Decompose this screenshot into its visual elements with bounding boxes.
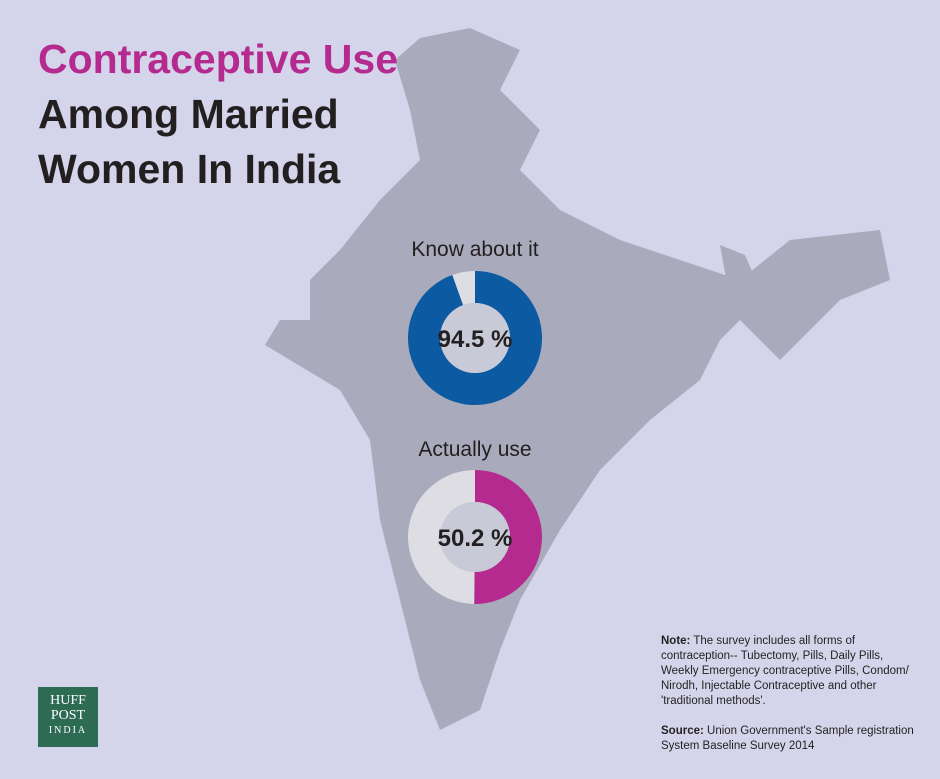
donut-value-label: 50.2 % xyxy=(438,525,513,552)
source-text: Union Government's Sample registration S… xyxy=(661,725,914,752)
note-label: Note: xyxy=(661,635,691,647)
donut-slice-value xyxy=(474,470,542,604)
donut-slice-value xyxy=(407,271,542,405)
chart-title-use: Actually use xyxy=(418,438,532,461)
note: Note: The survey includes all forms of c… xyxy=(661,634,921,754)
huffpost-india-logo: HUFF POST INDIA xyxy=(38,687,98,747)
page-title: Contraceptive Use Among Married Women In… xyxy=(38,32,398,197)
title-rest: Among Married Women In India xyxy=(38,91,341,192)
donut-center xyxy=(440,303,510,373)
donut-slice-remainder xyxy=(408,470,475,604)
note-text: The survey includes all forms of contrac… xyxy=(661,635,909,707)
donut-slice-remainder xyxy=(452,271,475,306)
donut-center xyxy=(440,502,510,572)
title-highlight: Contraceptive Use xyxy=(38,36,399,82)
donut-value-label: 94.5 % xyxy=(438,326,513,353)
chart-title-know: Know about it xyxy=(411,238,539,261)
source-label: Source: xyxy=(661,725,704,737)
